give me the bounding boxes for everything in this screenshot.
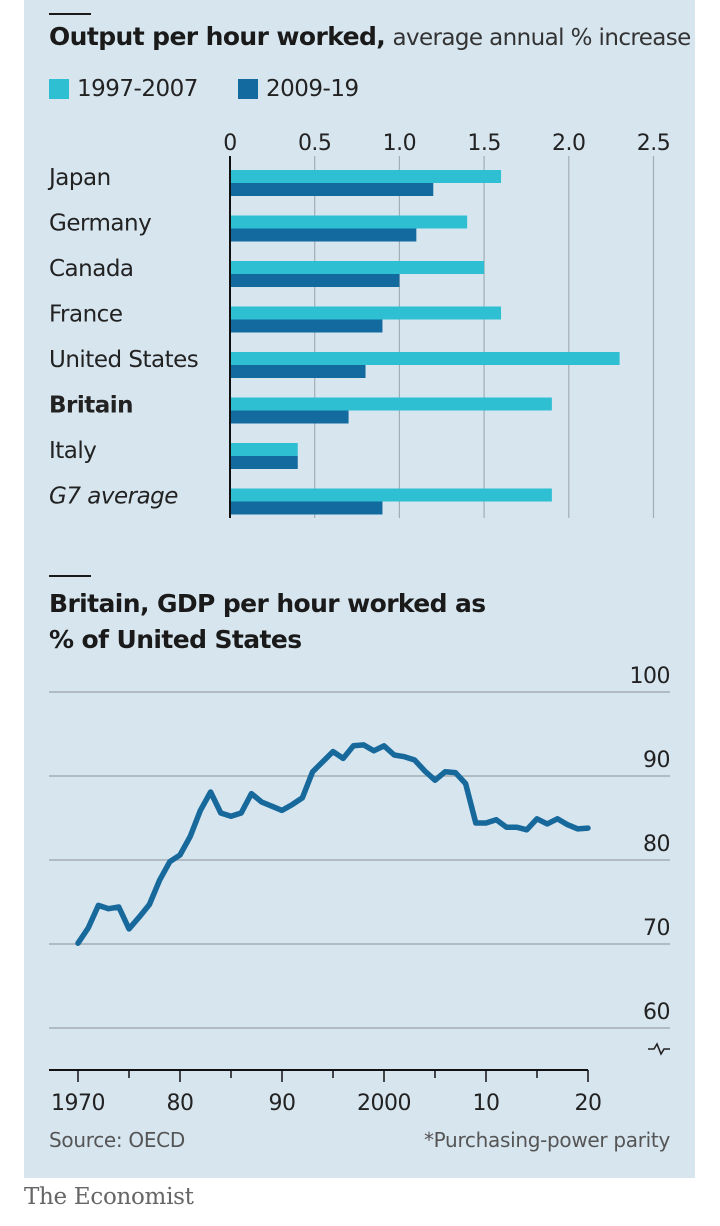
category-label: Italy (49, 438, 96, 464)
source-note: Source: OECD (49, 1128, 185, 1152)
x-tick-label: 90 (269, 1091, 296, 1116)
bar-chart-title-main: Output per hour worked, (49, 22, 386, 51)
category-label: Britain (49, 393, 133, 419)
category-label: G7 average (49, 484, 178, 510)
x-tick-label: 2000 (357, 1091, 411, 1116)
y-tick-label: 70 (643, 916, 670, 941)
series-line-britain (75, 742, 591, 946)
x-tick-label: 2.0 (552, 131, 586, 156)
x-tick-label: 0 (223, 131, 237, 156)
bar-2009-19 (230, 274, 400, 287)
bar-2009-19 (230, 228, 417, 242)
x-tick-label: 80 (167, 1091, 194, 1116)
chart-panel: Output per hour worked, average annual %… (24, 0, 695, 1178)
bar-chart-title: Output per hour worked, average annual %… (49, 22, 691, 51)
y-tick-label: 60 (643, 1000, 670, 1025)
x-tick-label: 10 (473, 1091, 500, 1116)
bar-chart: 0 0.5 1.0 1.5 2.0 2.5 Japan Germany Canada France… (47, 131, 671, 518)
x-tick-label: 2.5 (637, 131, 671, 156)
bar-1997-2007 (230, 215, 468, 229)
bar-2009-19 (230, 319, 383, 333)
bar-1997-2007 (230, 261, 485, 274)
bar-2009-19 (230, 456, 298, 469)
y-tick-label: 80 (643, 832, 670, 857)
bar-1997-2007 (230, 306, 502, 320)
category-label: Japan (47, 165, 111, 191)
economist-logo: The Economist (24, 1184, 194, 1210)
bar-2009-19 (230, 183, 434, 196)
y-tick-label: 90 (643, 748, 670, 773)
legend-label: 1997-2007 (77, 76, 198, 102)
bar-2009-19 (230, 501, 383, 515)
x-tick-label: 0.5 (298, 131, 332, 156)
legend-swatch-light (49, 79, 69, 99)
ppp-footnote: *Purchasing-power parity (423, 1128, 670, 1152)
category-label: Canada (49, 256, 134, 282)
line-chart-title: Britain, GDP per hour worked as % of Uni… (49, 589, 486, 654)
bar-1997-2007 (230, 443, 298, 456)
bar-1997-2007 (230, 397, 552, 411)
category-label: United States (49, 347, 198, 373)
bar-2009-19 (230, 365, 366, 378)
title-rule-2 (49, 575, 91, 577)
title-rule (49, 13, 91, 15)
bar-2009-19 (230, 410, 349, 424)
bar-chart-subtitle: average annual % increase (392, 25, 692, 51)
category-label: France (49, 302, 122, 328)
y-tick-label: 100 (630, 664, 671, 689)
axis-break-icon (648, 1042, 670, 1056)
bar-1997-2007 (230, 352, 620, 365)
x-tick-label: 1970 (51, 1091, 105, 1116)
x-tick-label: 1.0 (383, 131, 417, 156)
legend-swatch-dark (238, 79, 258, 99)
x-tick-label: 20 (575, 1091, 602, 1116)
legend-item-2009-19: 2009-19 (238, 76, 359, 102)
bar-1997-2007 (230, 488, 552, 502)
legend-label: 2009-19 (266, 76, 359, 102)
x-tick-label: 1.5 (467, 131, 501, 156)
line-chart: 100 90 80 70 60 1970 80 90 2000 10 20 (49, 664, 671, 1116)
category-label: Germany (49, 211, 151, 237)
legend-item-1997-2007: 1997-2007 (49, 76, 198, 102)
bar-1997-2007 (230, 170, 502, 183)
